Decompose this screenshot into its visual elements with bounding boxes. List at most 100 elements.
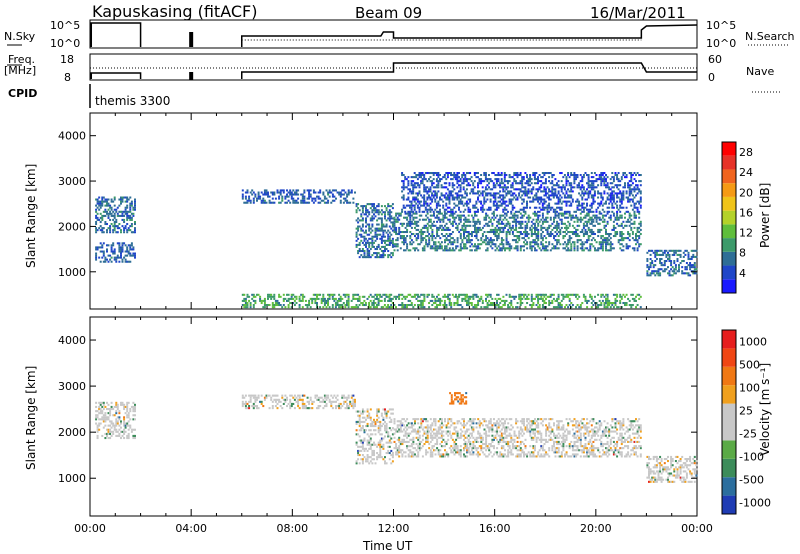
power-cell <box>529 216 532 219</box>
power-cell <box>540 233 543 236</box>
power-cell <box>546 208 549 211</box>
power-cell <box>320 199 323 202</box>
power-cell <box>290 191 293 194</box>
power-cell <box>435 178 438 181</box>
velocity-cell <box>279 400 282 403</box>
power-cell <box>432 186 435 189</box>
power-cell <box>403 216 405 219</box>
power-cell <box>584 228 587 231</box>
power-cell <box>330 201 333 204</box>
power-cell <box>369 203 372 206</box>
velocity-cell <box>252 396 255 399</box>
power-cell <box>568 224 571 227</box>
power-cell <box>492 186 495 189</box>
power-cell <box>298 306 301 309</box>
power-cell <box>535 206 538 209</box>
power-cell <box>548 206 551 209</box>
power-cell <box>622 220 625 223</box>
velocity-cell <box>327 394 330 397</box>
power-cell <box>445 239 448 242</box>
power-cell <box>638 243 641 246</box>
power-cell <box>446 188 449 191</box>
power-cell <box>494 178 497 181</box>
power-cell <box>497 174 500 177</box>
power-cell <box>366 203 369 206</box>
power-cell <box>515 306 517 309</box>
power-cell <box>121 200 124 203</box>
power-cell <box>568 235 571 238</box>
velocity-cell <box>134 403 136 406</box>
power-cell <box>431 224 434 227</box>
power-cell <box>368 245 371 248</box>
power-cell <box>573 241 576 244</box>
velocity-cell <box>286 398 288 401</box>
power-cell <box>252 295 255 298</box>
power-cell <box>507 190 509 193</box>
power-cell <box>134 206 136 209</box>
power-cell <box>587 208 590 211</box>
power-cell <box>504 226 506 229</box>
power-cell <box>437 204 440 207</box>
power-cell <box>619 239 622 242</box>
power-cell <box>485 216 488 219</box>
velocity-cell <box>273 398 276 401</box>
power-cell <box>429 299 432 302</box>
power-cell <box>630 188 633 191</box>
power-cell <box>380 245 383 248</box>
power-cell <box>327 199 330 202</box>
power-cell <box>434 224 437 227</box>
power-cell <box>439 210 441 213</box>
velocity-cell <box>323 405 326 408</box>
power-cell <box>552 188 555 191</box>
power-cell <box>559 218 562 221</box>
power-cell <box>557 293 560 296</box>
power-cell <box>286 201 288 204</box>
power-cell <box>388 237 391 240</box>
power-cell <box>412 180 415 183</box>
power-cell <box>463 233 465 236</box>
power-cell <box>480 202 483 205</box>
power-cell <box>567 295 570 298</box>
power-cell <box>544 180 547 183</box>
power-cell <box>377 299 380 302</box>
power-cell <box>404 241 407 244</box>
power-cell <box>609 194 612 197</box>
power-cell <box>428 241 431 244</box>
power-cell <box>416 204 419 207</box>
power-cell <box>519 302 522 305</box>
power-cell <box>382 233 385 236</box>
power-cell <box>410 208 413 211</box>
power-cell <box>469 241 472 244</box>
power-cell <box>589 247 592 250</box>
power-cell <box>529 190 532 193</box>
power-cell <box>557 186 560 189</box>
power-cell <box>537 228 540 231</box>
power-cell <box>579 306 582 309</box>
power-cell <box>406 304 408 307</box>
power-cell <box>421 174 424 177</box>
power-cell <box>421 180 424 183</box>
velocity-cell <box>297 398 300 401</box>
power-cell <box>251 297 254 300</box>
velocity-cell <box>110 408 113 411</box>
power-cell <box>535 214 538 217</box>
power-cell <box>440 224 443 227</box>
power-cell <box>630 192 633 195</box>
power-cell <box>538 186 541 189</box>
velocity-cell <box>99 412 102 415</box>
power-cell <box>382 250 385 253</box>
power-cell <box>102 252 105 255</box>
velocity-cell <box>333 400 336 403</box>
power-cell <box>355 239 358 242</box>
power-cell <box>409 206 411 209</box>
power-cell <box>455 302 457 305</box>
power-cell <box>95 227 98 230</box>
power-cell <box>398 304 401 307</box>
power-cell <box>491 172 494 175</box>
power-cell <box>483 239 486 242</box>
power-cell <box>663 260 666 263</box>
power-cell <box>435 172 438 175</box>
power-cell <box>454 204 457 207</box>
power-cell <box>478 190 481 193</box>
power-cell <box>633 220 636 223</box>
